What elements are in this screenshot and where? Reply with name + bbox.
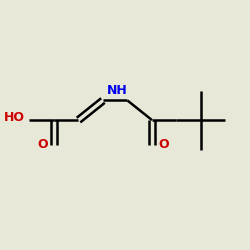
Text: O: O — [158, 138, 169, 151]
Text: NH: NH — [107, 84, 128, 97]
Text: HO: HO — [4, 111, 24, 124]
Text: O: O — [37, 138, 48, 151]
